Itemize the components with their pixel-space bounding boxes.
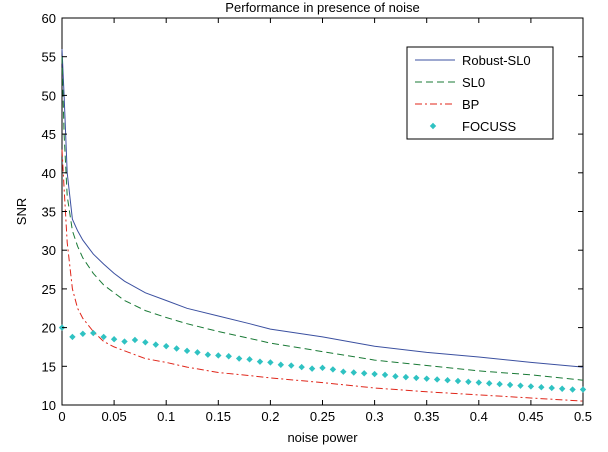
legend: Robust-SL0 SL0 BP FOCUSS	[406, 46, 554, 140]
series-point	[517, 382, 524, 389]
x-tick-label: 0.45	[518, 409, 543, 424]
series-point	[506, 381, 514, 389]
y-tick-label: 15	[42, 359, 56, 374]
series-point	[319, 364, 326, 372]
series-layer	[58, 48, 587, 402]
series-point	[413, 374, 420, 382]
series-point	[444, 377, 451, 384]
x-tick-label: 0.5	[574, 409, 592, 424]
legend-marker-focuss	[429, 122, 437, 130]
series-point	[69, 333, 76, 341]
x-tick-label: 0.15	[206, 409, 231, 424]
ticks-layer: 0 0.05 0.1 0.15 0.2 0.25 0.3 0.35 0.4 0.45 0.5 10 15…	[42, 11, 593, 424]
series-point	[496, 380, 503, 388]
chart-title: Performance in presence of noise	[225, 0, 419, 15]
legend-label-focuss: FOCUSS	[462, 119, 517, 134]
series-point	[79, 330, 87, 337]
series-line-bp	[61, 149, 584, 402]
series-point	[215, 352, 222, 359]
series-point	[527, 383, 535, 390]
series-line-sl0	[61, 56, 584, 381]
series-point	[402, 373, 410, 381]
series-focuss	[58, 324, 587, 393]
y-tick-label: 35	[42, 205, 56, 220]
x-tick-label: 0.4	[470, 409, 488, 424]
x-axis-title: noise power	[287, 430, 358, 445]
series-point	[256, 358, 264, 365]
series-point	[433, 376, 441, 383]
y-tick-label: 45	[42, 127, 56, 142]
series-point	[579, 386, 587, 393]
series-point	[288, 362, 295, 369]
x-tick-label: 0.3	[366, 409, 384, 424]
series-point	[183, 347, 191, 355]
series-point	[340, 368, 347, 375]
legend-box	[406, 46, 554, 140]
y-axis-title: SNR	[14, 198, 29, 225]
series-point	[329, 366, 337, 373]
series-point	[267, 359, 274, 366]
x-tick-label: 0.1	[157, 409, 175, 424]
series-point	[163, 342, 170, 350]
series-point	[371, 370, 378, 378]
series-point	[454, 377, 462, 385]
x-tick-label: 0.2	[261, 409, 279, 424]
series-point	[538, 383, 545, 391]
x-tick-label: 0.25	[310, 409, 335, 424]
series-point	[350, 369, 357, 376]
series-point	[246, 356, 253, 363]
y-tick-label: 20	[42, 321, 56, 336]
series-point	[569, 386, 576, 393]
series-point	[465, 378, 472, 385]
series-point	[235, 355, 243, 362]
y-tick-label: 30	[42, 243, 56, 258]
series-point	[298, 363, 305, 371]
legend-label-robust-sl0: Robust-SL0	[462, 53, 531, 68]
x-tick-label: 0	[58, 409, 65, 424]
series-point	[152, 341, 159, 348]
series-point	[548, 384, 555, 392]
series-point	[392, 373, 399, 380]
series-point	[194, 349, 201, 356]
series-point	[225, 353, 232, 360]
series-point	[204, 351, 212, 358]
series-point	[486, 380, 493, 387]
x-tick-label: 0.35	[414, 409, 439, 424]
series-point	[142, 339, 149, 346]
y-tick-label: 60	[42, 11, 56, 26]
series-point	[360, 370, 368, 377]
y-tick-label: 40	[42, 166, 56, 181]
series-point	[277, 361, 285, 368]
series-point	[121, 338, 128, 345]
series-line-robust-sl0	[61, 48, 584, 368]
series-point	[558, 385, 566, 392]
series-point	[475, 379, 482, 386]
y-tick-label: 55	[42, 50, 56, 65]
series-point	[308, 365, 316, 372]
legend-label-bp: BP	[462, 97, 479, 112]
series-point	[173, 345, 180, 352]
legend-label-sl0: SL0	[462, 75, 485, 90]
series-point	[110, 336, 118, 343]
series-point	[100, 333, 107, 341]
series-point	[381, 371, 389, 379]
y-tick-label: 10	[42, 398, 56, 413]
x-tick-label: 0.05	[101, 409, 126, 424]
y-tick-label: 25	[42, 282, 56, 297]
series-point	[131, 336, 139, 344]
series-point	[90, 329, 97, 337]
y-tick-label: 50	[42, 88, 56, 103]
series-point	[423, 375, 430, 382]
